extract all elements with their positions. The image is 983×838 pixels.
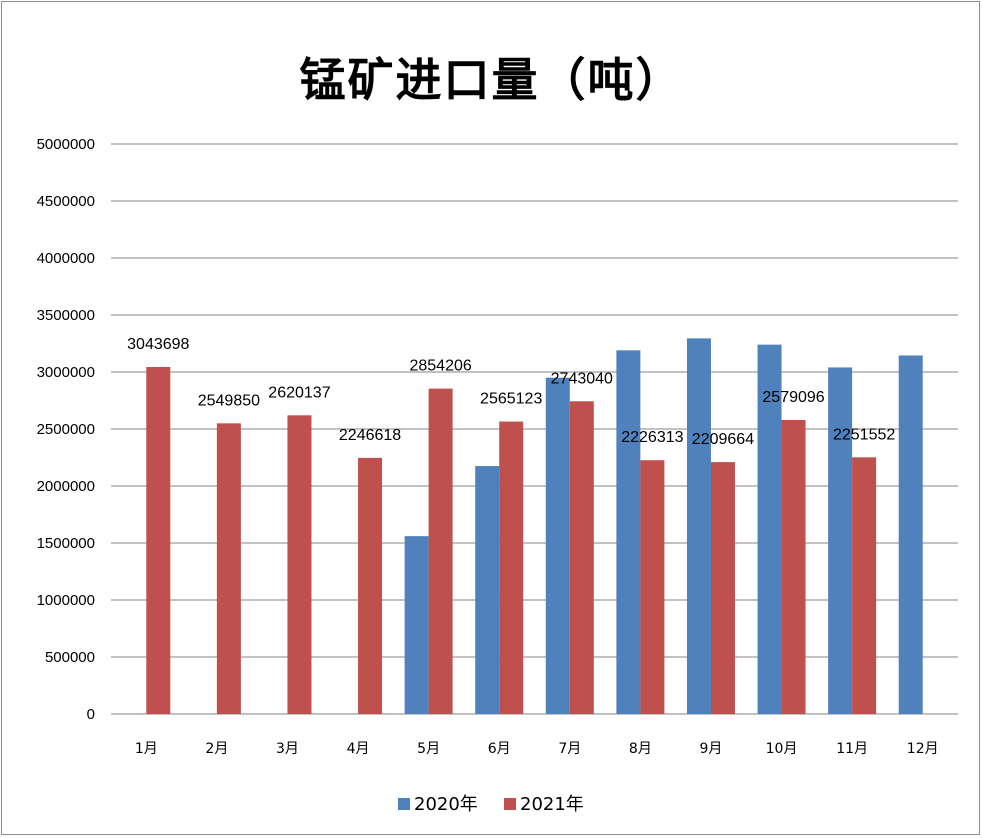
legend-label: 2021年 [520,794,584,815]
bar-2021 [640,460,665,714]
bar-2020 [828,367,853,714]
y-tick-label: 0 [87,706,95,723]
y-tick-label: 1500000 [37,535,95,552]
bar-2021 [569,401,594,714]
x-tick-label: 12月 [907,741,939,757]
data-label: 2251552 [833,426,895,443]
y-tick-label: 1000000 [37,592,95,609]
data-label: 2620137 [268,384,330,401]
x-tick-label: 11月 [836,741,868,757]
bar-2020 [616,350,641,714]
y-tick-label: 3000000 [37,364,95,381]
y-tick-label: 2500000 [37,421,95,438]
x-tick-label: 4月 [347,741,370,757]
bar-2021 [287,415,312,714]
data-label: 2565123 [480,391,542,408]
bar-2020 [686,338,711,714]
data-label: 2854206 [409,358,471,375]
bar-2021 [710,462,735,714]
data-label: 2209664 [692,431,754,448]
data-label: 2743040 [551,370,613,387]
y-tick-label: 500000 [45,649,95,666]
y-tick-label: 5000000 [37,136,95,153]
bar-2021 [146,367,171,714]
x-tick-label: 8月 [629,741,652,757]
legend-swatch [504,798,516,810]
bar-2021 [216,423,241,714]
bar-2020 [898,355,923,714]
bar-2020 [757,344,782,714]
x-tick-label: 6月 [488,741,511,757]
y-tick-label: 3500000 [37,307,95,324]
y-tick-label: 4000000 [37,250,95,267]
data-label: 2246618 [339,427,401,444]
data-label: 2549850 [198,392,260,409]
data-label: 2226313 [621,429,683,446]
bar-2020 [475,466,500,714]
bar-2021 [852,457,877,714]
x-tick-label: 9月 [699,741,722,757]
bar-2020 [545,377,570,714]
bar-2021 [428,388,453,714]
x-tick-label: 10月 [766,741,798,757]
legend-swatch [398,798,410,810]
bar-2020 [404,536,429,714]
data-label: 3043698 [127,336,189,353]
y-tick-label: 4500000 [37,193,95,210]
bar-2021 [781,419,806,714]
x-tick-label: 7月 [558,741,581,757]
bar-2021 [358,457,383,714]
data-label: 2579096 [762,389,824,406]
legend-label: 2020年 [414,794,478,815]
x-tick-label: 1月 [135,741,158,757]
x-tick-label: 2月 [205,741,228,757]
bar-2021 [499,421,524,714]
y-tick-label: 2000000 [37,478,95,495]
x-tick-label: 3月 [276,741,299,757]
x-tick-label: 5月 [417,741,440,757]
chart-title: 锰矿进口量（吨） [299,53,684,107]
